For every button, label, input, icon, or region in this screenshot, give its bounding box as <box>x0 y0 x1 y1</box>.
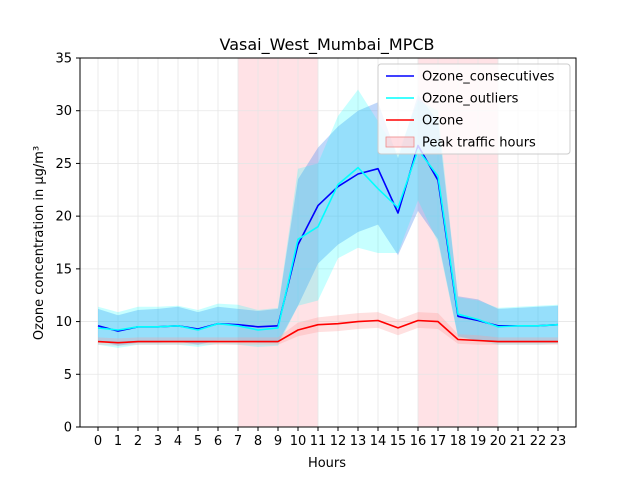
y-axis-ticks: 0 5 10 15 20 25 30 35 <box>55 52 80 436</box>
y-tick-label-5: 5 <box>64 368 72 383</box>
y-axis-label: Ozone concentration in µg/m³ <box>32 146 47 340</box>
x-axis-ticks: 0 1 2 3 4 5 6 7 8 9 10 11 12 13 14 15 16 17 18 19 20 21 22 23 <box>94 427 566 449</box>
y-tick-label-20: 20 <box>55 210 72 225</box>
legend-swatch-peak-traffic-hours <box>385 136 415 148</box>
x-tick-label-6: 6 <box>214 434 222 449</box>
x-tick-label-9: 9 <box>274 434 282 449</box>
x-axis-label: Hours <box>308 456 346 471</box>
x-tick-label-7: 7 <box>234 434 242 449</box>
y-tick-label-0: 0 <box>64 421 72 436</box>
x-tick-label-17: 17 <box>430 434 447 449</box>
band-ozone-consecutives <box>98 94 558 346</box>
band-ozone <box>98 312 558 346</box>
x-tick-label-8: 8 <box>254 434 262 449</box>
series-lines <box>97 144 559 344</box>
x-tick-label-10: 10 <box>290 434 307 449</box>
y-tick-label-25: 25 <box>55 157 72 172</box>
band-ozone-outliers <box>98 89 558 348</box>
plot-frame <box>79 57 577 428</box>
legend-label-ozone-outliers: Ozone_outliers <box>422 92 519 107</box>
chart-title: Vasai_West_Mumbai_MPCB <box>220 35 435 55</box>
x-tick-label-0: 0 <box>94 434 102 449</box>
x-tick-label-1: 1 <box>114 434 122 449</box>
x-tick-label-12: 12 <box>330 434 347 449</box>
x-tick-label-20: 20 <box>490 434 507 449</box>
x-tick-label-2: 2 <box>134 434 142 449</box>
y-tick-label-35: 35 <box>55 52 72 67</box>
legend: Ozone_consecutives Ozone_outliers Ozone Pea… <box>377 63 571 155</box>
y-tick-label-15: 15 <box>55 262 72 277</box>
x-tick-label-15: 15 <box>390 434 407 449</box>
legend-label-ozone: Ozone <box>422 114 463 129</box>
x-tick-label-19: 19 <box>470 434 487 449</box>
line-ozone <box>97 319 558 344</box>
x-tick-label-14: 14 <box>370 434 387 449</box>
x-tick-label-21: 21 <box>510 434 527 449</box>
y-tick-label-30: 30 <box>55 104 72 119</box>
x-tick-label-11: 11 <box>310 434 327 449</box>
legend-label-ozone-consecutives: Ozone_consecutives <box>422 70 555 85</box>
x-tick-label-18: 18 <box>450 434 467 449</box>
legend-box <box>377 63 571 155</box>
x-tick-label-23: 23 <box>550 434 567 449</box>
legend-label-peak-traffic-hours: Peak traffic hours <box>422 136 536 151</box>
y-tick-label-10: 10 <box>55 315 72 330</box>
x-tick-label-13: 13 <box>350 434 367 449</box>
x-tick-label-5: 5 <box>194 434 202 449</box>
x-tick-label-3: 3 <box>154 434 162 449</box>
x-tick-label-16: 16 <box>410 434 427 449</box>
line-ozone-outliers <box>97 148 559 331</box>
x-tick-label-22: 22 <box>530 434 547 449</box>
x-tick-label-4: 4 <box>174 434 182 449</box>
confidence-bands <box>98 89 558 348</box>
